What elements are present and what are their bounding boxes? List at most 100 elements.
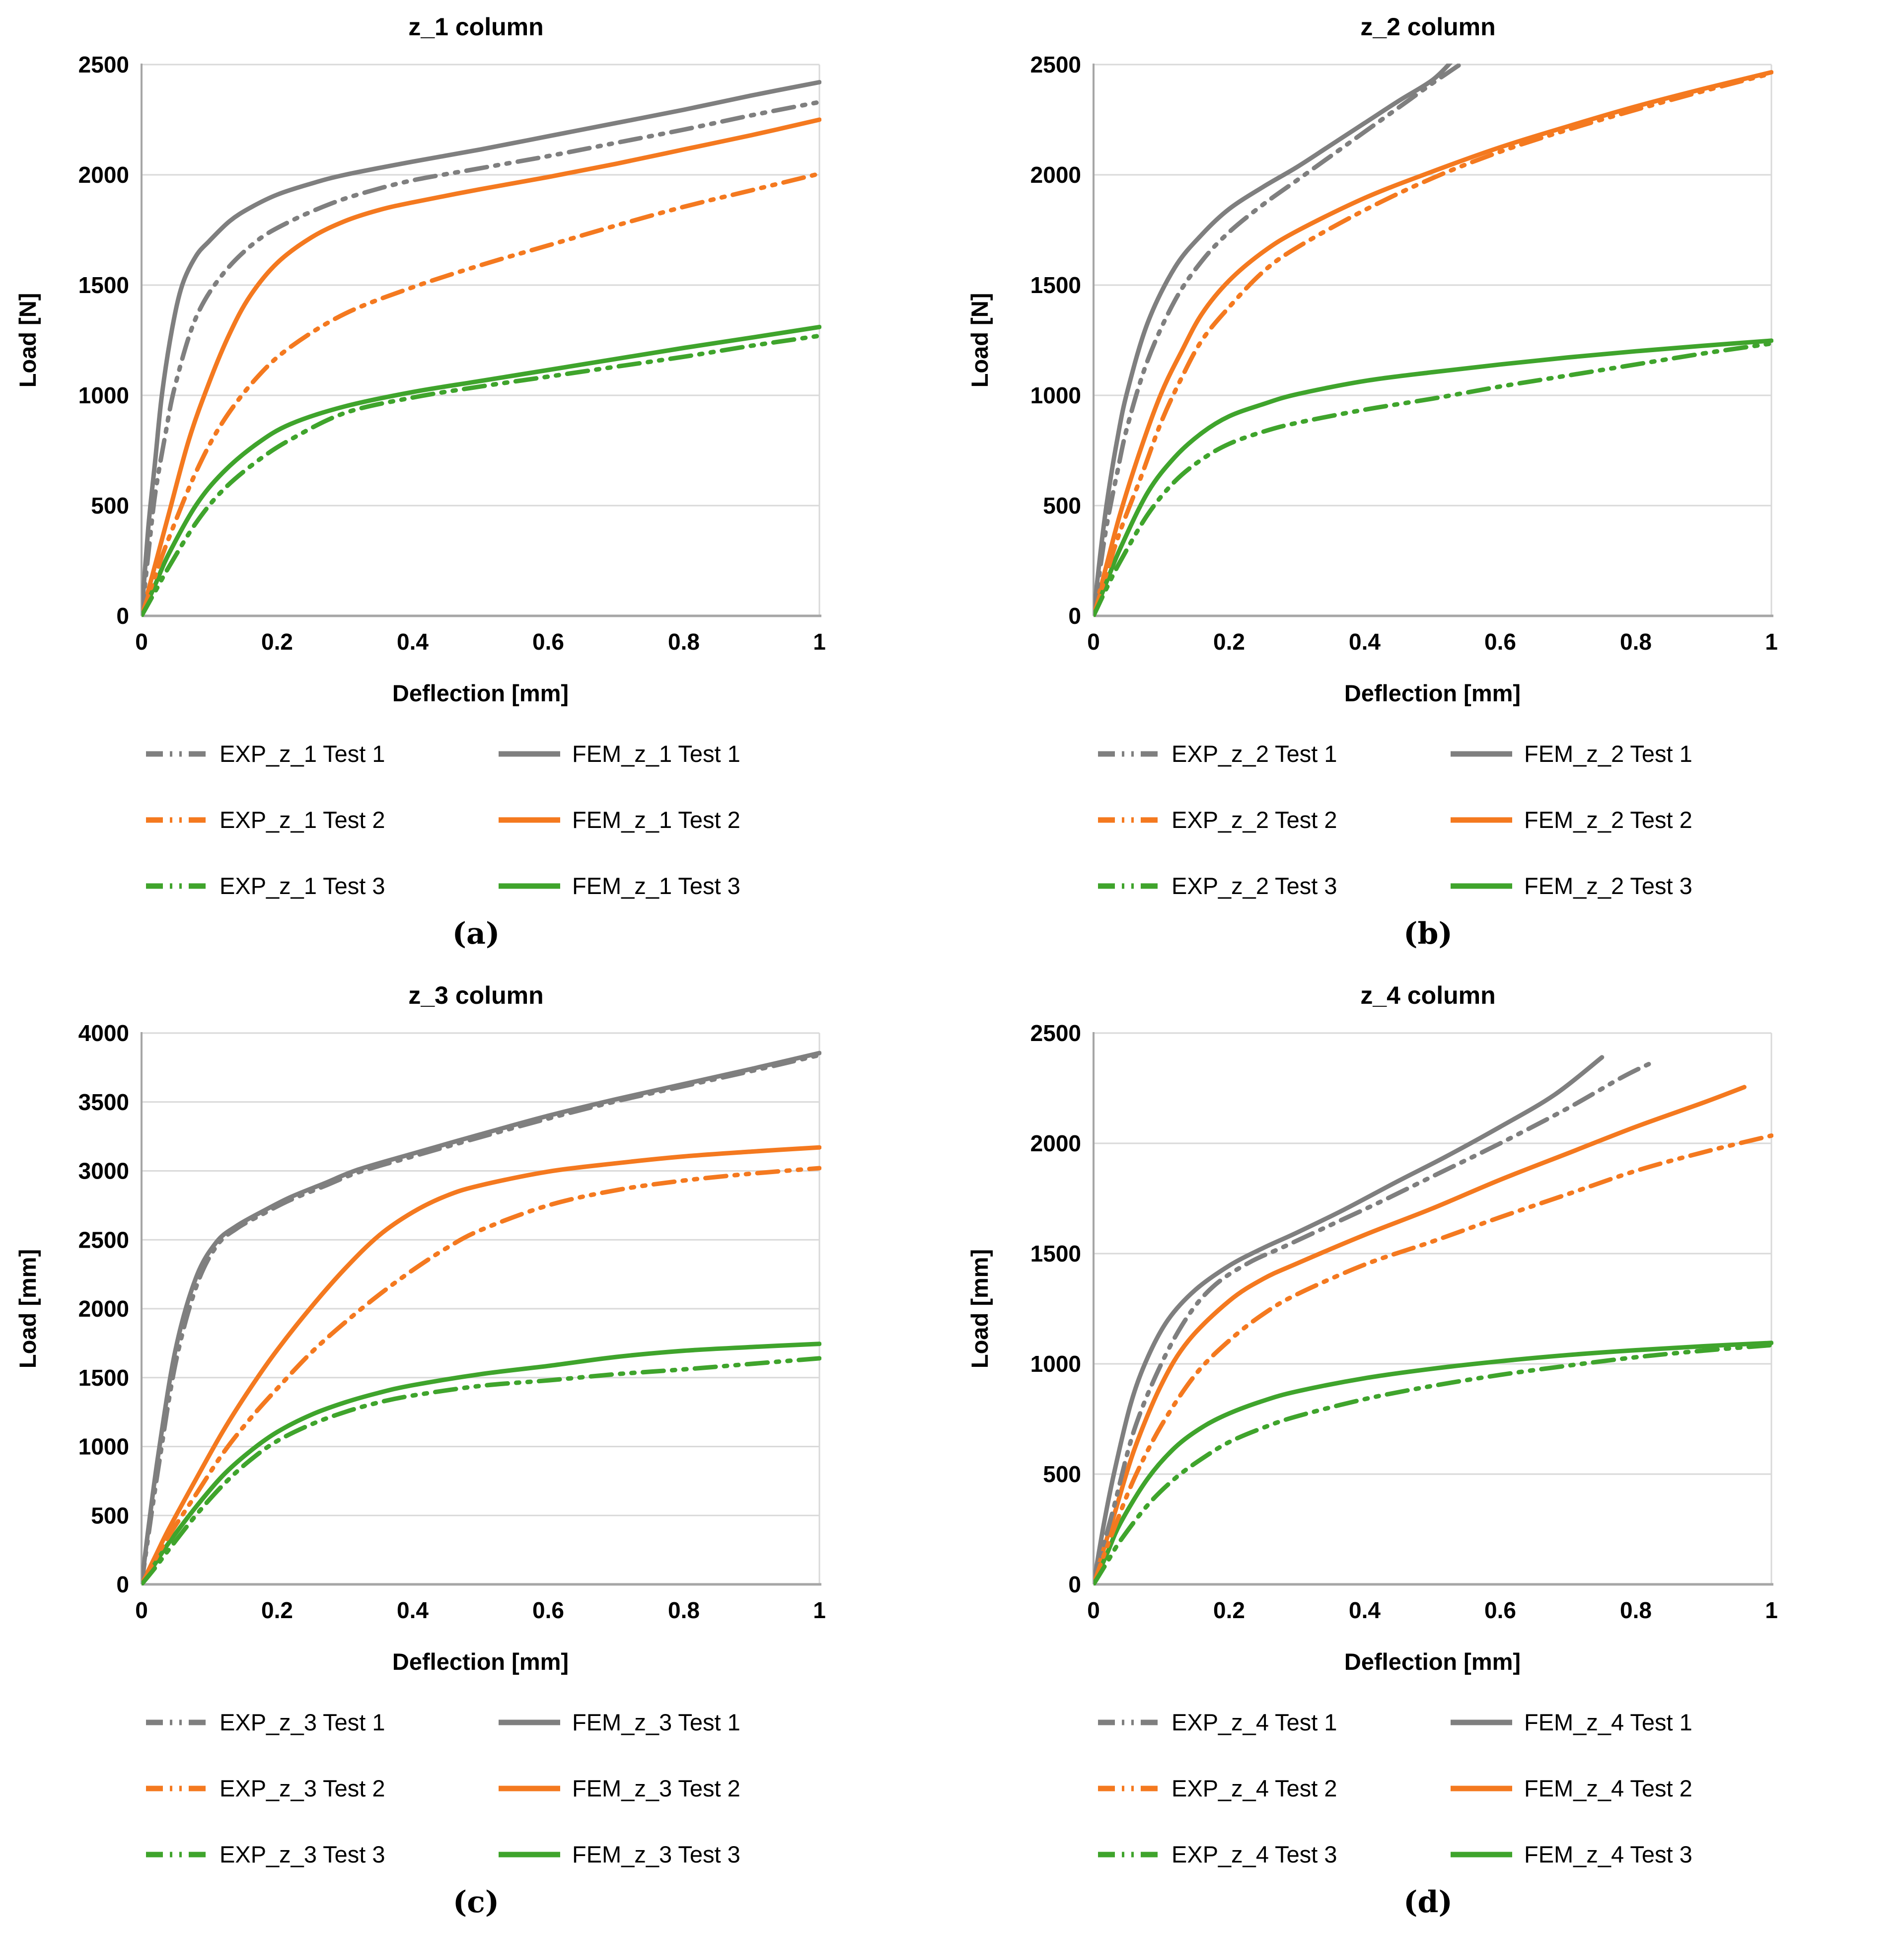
legend-item-FEM_z_3-Test-1: FEM_z_3 Test 1 bbox=[497, 1709, 849, 1736]
panel-z1: z_1 column 0 500 1000 1500 2000 2500 0 0.2 0.4 0.… bbox=[0, 0, 952, 968]
chart-title-z4: z_4 column bbox=[1360, 981, 1496, 1009]
legend-item-FEM_z_2-Test-1: FEM_z_2 Test 1 bbox=[1449, 740, 1801, 767]
solid-line-icon bbox=[1451, 883, 1512, 889]
legend-item-EXP_z_2-Test-1: EXP_z_2 Test 1 bbox=[1096, 740, 1449, 767]
y-tick-label: 2500 bbox=[78, 1227, 129, 1253]
x-tick-label: 0.4 bbox=[1349, 1597, 1381, 1623]
legend-label: EXP_z_1 Test 1 bbox=[220, 741, 385, 767]
legend-item-EXP_z_4-Test-3: EXP_z_4 Test 3 bbox=[1096, 1841, 1449, 1868]
chart-z1: 0 500 1000 1500 2000 2500 0 0.2 0.4 0.6 0.8 1 Deflec… bbox=[14, 52, 826, 706]
dash-dot-dot-line-icon bbox=[146, 817, 208, 822]
y-tick-label: 3000 bbox=[78, 1158, 129, 1184]
series-EXP_z_1-Test-3 bbox=[142, 333, 821, 617]
legend-item-EXP_z_3-Test-3: EXP_z_3 Test 3 bbox=[144, 1841, 497, 1868]
series-EXP_z_4-Test-3 bbox=[1094, 1342, 1773, 1585]
chart-z3: 0 500 1000 1500 2000 2500 3000 3500 4000 0 0.2 0.4 0… bbox=[14, 1020, 826, 1675]
x-tick-label: 0.2 bbox=[1213, 629, 1245, 655]
y-tick-label: 4000 bbox=[78, 1020, 129, 1046]
chart-z2: 0 500 1000 1500 2000 2500 0 0.2 0.4 0.6 0.8 1 Deflec… bbox=[966, 52, 1778, 706]
legend-item-EXP_z_1-Test-1: EXP_z_1 Test 1 bbox=[144, 740, 497, 767]
solid-line-icon bbox=[1451, 1719, 1512, 1725]
legend-item-FEM_z_2-Test-3: FEM_z_2 Test 3 bbox=[1449, 872, 1801, 899]
y-tick-label: 1500 bbox=[1030, 1241, 1081, 1266]
x-tick-label: 0 bbox=[135, 1597, 148, 1623]
legend-label: FEM_z_3 Test 2 bbox=[572, 1775, 740, 1801]
dash-dot-dot-line-icon bbox=[1098, 751, 1160, 756]
legend-item-EXP_z_4-Test-2: EXP_z_4 Test 2 bbox=[1096, 1775, 1449, 1802]
series-EXP_z_2-Test-3 bbox=[1094, 341, 1773, 617]
solid-line-icon bbox=[1451, 817, 1512, 822]
series-FEM_z_4-Test-2 bbox=[1094, 1085, 1747, 1585]
series-FEM_z_2-Test-3 bbox=[1094, 338, 1773, 617]
y-axis-title: Load [N] bbox=[14, 293, 41, 388]
legend-item-EXP_z_2-Test-2: EXP_z_2 Test 2 bbox=[1096, 806, 1449, 833]
y-tick-label: 2500 bbox=[78, 52, 129, 77]
series-FEM_z_3-Test-3 bbox=[142, 1341, 821, 1585]
chart-title-z3: z_3 column bbox=[408, 981, 544, 1009]
x-tick-label: 1 bbox=[1765, 629, 1778, 655]
x-tick-label: 0.8 bbox=[1620, 1597, 1652, 1623]
chart-z4: 0 500 1000 1500 2000 2500 0 0.2 0.4 0.6 0.8 1 Deflec… bbox=[966, 1020, 1778, 1675]
x-tick-label: 0.8 bbox=[668, 1597, 700, 1623]
legend-item-FEM_z_1-Test-1: FEM_z_1 Test 1 bbox=[497, 740, 849, 767]
legend-item-FEM_z_4-Test-3: FEM_z_4 Test 3 bbox=[1449, 1841, 1801, 1868]
x-axis-title: Deflection [mm] bbox=[392, 680, 569, 706]
panel-label-c: (c) bbox=[452, 1885, 500, 1920]
dash-dot-dot-line-icon bbox=[1098, 1786, 1160, 1791]
y-axis-title: Load [N] bbox=[966, 293, 993, 388]
solid-line-icon bbox=[499, 751, 560, 756]
solid-line-icon bbox=[499, 1852, 560, 1857]
series-EXP_z_2-Test-1 bbox=[1094, 64, 1465, 617]
x-tick-label: 0.8 bbox=[1620, 629, 1652, 655]
series-FEM_z_1-Test-3 bbox=[142, 324, 821, 617]
solid-line-icon bbox=[499, 1719, 560, 1725]
x-tick-label: 0.2 bbox=[261, 1597, 293, 1623]
series-EXP_z_3-Test-1 bbox=[142, 1052, 821, 1585]
solid-line-icon bbox=[499, 883, 560, 889]
x-tick-label: 0 bbox=[1087, 1597, 1100, 1623]
plot-area-z1: 0 500 1000 1500 2000 2500 0 0.2 0.4 0.6 0.8 1 Deflec… bbox=[0, 45, 952, 720]
legend-label: EXP_z_4 Test 3 bbox=[1172, 1841, 1337, 1867]
series-FEM_z_2-Test-1 bbox=[1094, 64, 1453, 617]
dash-dot-dot-line-icon bbox=[146, 1786, 208, 1791]
y-tick-label: 2000 bbox=[78, 162, 129, 188]
chart-title-z2: z_2 column bbox=[1360, 13, 1496, 41]
legend-item-FEM_z_2-Test-2: FEM_z_2 Test 2 bbox=[1449, 806, 1801, 833]
x-tick-label: 0.6 bbox=[1484, 1597, 1516, 1623]
series-FEM_z_1-Test-2 bbox=[142, 117, 821, 617]
x-tick-label: 0.4 bbox=[397, 629, 429, 655]
solid-line-icon bbox=[1451, 1786, 1512, 1791]
y-tick-label: 1000 bbox=[78, 1434, 129, 1460]
x-tick-label: 1 bbox=[813, 629, 826, 655]
legend-item-EXP_z_3-Test-2: EXP_z_3 Test 2 bbox=[144, 1775, 497, 1802]
y-tick-label: 2000 bbox=[78, 1296, 129, 1322]
y-tick-label: 2500 bbox=[1030, 52, 1081, 77]
legend-z1: EXP_z_1 Test 1 FEM_z_1 Test 1 EXP_z_1 Test… bbox=[144, 740, 952, 899]
dash-dot-dot-line-icon bbox=[146, 1719, 208, 1725]
legend-item-EXP_z_1-Test-2: EXP_z_1 Test 2 bbox=[144, 806, 497, 833]
legend-label: FEM_z_2 Test 3 bbox=[1524, 873, 1692, 899]
x-tick-label: 0.4 bbox=[1349, 629, 1381, 655]
y-tick-label: 500 bbox=[91, 493, 129, 519]
legend-label: FEM_z_3 Test 3 bbox=[572, 1841, 740, 1867]
y-tick-label: 2000 bbox=[1030, 1130, 1081, 1156]
legend-label: FEM_z_1 Test 3 bbox=[572, 873, 740, 899]
series-FEM_z_4-Test-1 bbox=[1094, 1055, 1605, 1585]
legend-label: EXP_z_3 Test 3 bbox=[220, 1841, 385, 1867]
legend-item-FEM_z_1-Test-2: FEM_z_1 Test 2 bbox=[497, 806, 849, 833]
series-EXP_z_3-Test-3 bbox=[142, 1356, 821, 1585]
chart-title-z1: z_1 column bbox=[408, 13, 544, 41]
x-axis-title: Deflection [mm] bbox=[1344, 1648, 1521, 1675]
legend-item-FEM_z_3-Test-2: FEM_z_3 Test 2 bbox=[497, 1775, 849, 1802]
y-tick-label: 1500 bbox=[78, 272, 129, 298]
legend-item-FEM_z_4-Test-1: FEM_z_4 Test 1 bbox=[1449, 1709, 1801, 1736]
x-tick-label: 0.6 bbox=[1484, 629, 1516, 655]
series-EXP_z_2-Test-2 bbox=[1094, 71, 1773, 617]
legend-z3: EXP_z_3 Test 1 FEM_z_3 Test 1 EXP_z_3 Test… bbox=[144, 1709, 952, 1868]
legend-item-EXP_z_4-Test-1: EXP_z_4 Test 1 bbox=[1096, 1709, 1449, 1736]
legend-z4: EXP_z_4 Test 1 FEM_z_4 Test 1 EXP_z_4 Test… bbox=[1096, 1709, 1904, 1868]
legend-item-EXP_z_3-Test-1: EXP_z_3 Test 1 bbox=[144, 1709, 497, 1736]
x-tick-label: 0.8 bbox=[668, 629, 700, 655]
legend-label: EXP_z_3 Test 1 bbox=[220, 1709, 385, 1735]
